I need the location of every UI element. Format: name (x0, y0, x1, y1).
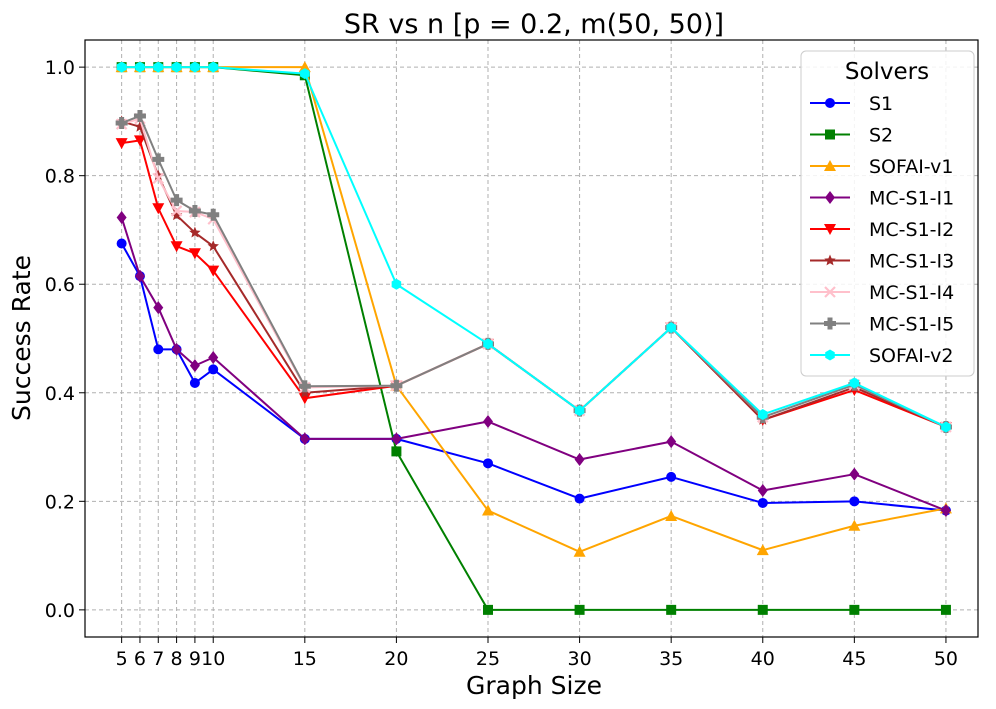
y-axis-ticks: 0.0 0.2 0.4 0.6 0.8 1.0 (45, 57, 85, 622)
x-tick-label: 35 (659, 648, 683, 670)
y-tick-label: 0.8 (45, 166, 75, 188)
data-point-mc-s1-i1 (190, 359, 200, 372)
x-tick-label: 15 (293, 648, 317, 670)
legend-marker (825, 130, 835, 140)
data-point-s2 (666, 605, 676, 615)
data-point-mc-s1-i1 (483, 415, 493, 428)
data-point-s1 (208, 364, 218, 374)
data-point-mc-s1-i1 (117, 211, 127, 224)
data-point-mc-s1-i1 (575, 453, 585, 466)
x-tick-label: 30 (567, 648, 591, 670)
data-point-s1 (153, 344, 163, 354)
x-tick-label: 9 (189, 648, 201, 670)
data-point-mc-s1-i1 (849, 468, 859, 481)
legend-title: Solvers (845, 59, 929, 85)
chart-title: SR vs n [p = 0.2, m(50, 50)] (344, 9, 724, 40)
x-tick-label: 50 (934, 648, 958, 670)
legend-label: MC-S1-I3 (869, 251, 954, 273)
legend-label: S1 (869, 93, 893, 115)
y-axis-label: Success Rate (7, 255, 36, 421)
x-tick-label: 40 (751, 648, 775, 670)
data-point-mc-s1-i1 (941, 504, 951, 517)
data-point-mc-s1-i2 (152, 203, 164, 214)
x-tick-label: 10 (201, 648, 225, 670)
data-point-mc-s1-i1 (758, 484, 768, 497)
x-tick-label: 6 (134, 648, 146, 670)
legend-label: SOFAI-v1 (869, 156, 953, 178)
data-point-s1 (758, 498, 768, 508)
data-point-mc-s1-i1 (208, 351, 218, 364)
data-point-s1 (117, 239, 127, 249)
data-point-s2 (849, 605, 859, 615)
success-rate-chart: SR vs n [p = 0.2, m(50, 50)] 5 6 7 8 9 10 15 20… (0, 0, 996, 709)
data-point-s1 (483, 458, 493, 468)
data-point-mc-s1-i2 (116, 138, 128, 149)
x-tick-label: 25 (476, 648, 500, 670)
y-tick-label: 0.4 (45, 383, 75, 405)
x-tick-label: 7 (152, 648, 164, 670)
data-point-mc-s1-i5 (207, 209, 219, 221)
x-tick-label: 20 (384, 648, 408, 670)
y-tick-label: 1.0 (45, 57, 75, 79)
data-point-sofai-v2 (392, 279, 402, 290)
data-point-mc-s1-i2 (171, 241, 183, 252)
data-point-s2 (941, 605, 951, 615)
x-tick-label: 8 (171, 648, 183, 670)
data-point-s2 (391, 446, 401, 456)
data-point-mc-s1-i1 (666, 435, 676, 448)
legend-marker (825, 98, 835, 108)
data-point-mc-s1-i1 (300, 432, 310, 445)
legend-label: SOFAI-v2 (869, 345, 953, 367)
y-tick-label: 0.0 (45, 600, 75, 622)
data-point-mc-s1-i3 (208, 240, 219, 251)
legend-label: MC-S1-I5 (869, 314, 954, 336)
x-tick-label: 5 (116, 648, 128, 670)
legend-label: MC-S1-I2 (869, 219, 954, 241)
legend-label: MC-S1-I1 (869, 188, 954, 210)
data-point-s1 (575, 494, 585, 504)
y-tick-label: 0.6 (45, 274, 75, 296)
data-point-s2 (483, 605, 493, 615)
data-point-s2 (575, 605, 585, 615)
x-axis-label: Graph Size (466, 671, 602, 700)
data-point-s2 (758, 605, 768, 615)
data-point-s1 (190, 378, 200, 388)
legend-label: S2 (869, 125, 893, 147)
data-point-s1 (666, 472, 676, 482)
data-point-s1 (849, 496, 859, 506)
data-point-sofai-v1 (665, 510, 677, 521)
legend-label: MC-S1-I4 (869, 282, 954, 304)
legend: Solvers S1 S2 SOFAI-v1 MC-S1-I1 MC-S1-I2 MC-S… (801, 51, 974, 376)
x-tick-label: 45 (842, 648, 866, 670)
x-axis-ticks: 5 6 7 8 9 10 15 20 25 30 35 40 45 50 (116, 637, 958, 670)
data-point-sofai-v1 (574, 546, 586, 557)
y-tick-label: 0.2 (45, 491, 75, 513)
